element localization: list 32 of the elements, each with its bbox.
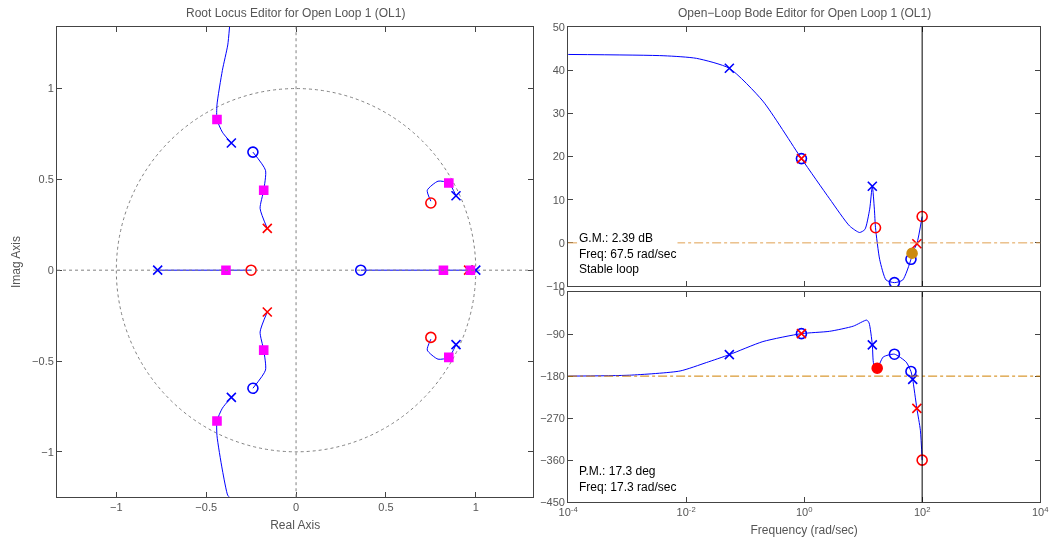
- y-tick-label: −0.5: [32, 354, 54, 367]
- y-tick-label: 10: [552, 193, 565, 206]
- x-tick-label: 10$^{4}$: [1031, 504, 1050, 519]
- chart-title: Root Locus Editor for Open Loop 1 (OL1): [186, 6, 406, 20]
- chart-title: Open−Loop Bode Editor for Open Loop 1 (OL1): [678, 6, 932, 20]
- x-tick-label: 10$^{-2}$: [676, 504, 696, 519]
- x-axis-title: Real Axis: [270, 518, 321, 533]
- x-tick-label: −0.5: [195, 501, 218, 514]
- y-tick-label: 1: [47, 82, 54, 95]
- y-axis-title: Imag Axis: [9, 236, 24, 289]
- x-tick-label: 10$^{0}$: [795, 504, 813, 519]
- y-tick-label: 30: [552, 107, 565, 120]
- x-tick-label: 0: [292, 501, 300, 514]
- y-tick-label: 50: [552, 20, 565, 33]
- x-axis-title: Frequency (rad/sec): [750, 523, 858, 538]
- y-tick-label: −270: [540, 411, 565, 424]
- y-tick-label: 20: [552, 150, 565, 163]
- y-tick-label: −180: [540, 369, 565, 382]
- y-tick-label: 0.5: [38, 173, 54, 186]
- y-tick-label: 0: [558, 236, 565, 249]
- x-tick-label: 0.5: [378, 501, 394, 514]
- y-tick-label: 0: [47, 264, 54, 277]
- y-tick-label: −1: [41, 445, 54, 458]
- y-tick-label: 40: [552, 63, 565, 76]
- y-tick-label: −360: [540, 453, 565, 466]
- y-tick-label: −90: [546, 327, 565, 340]
- y-tick-label: −450: [540, 496, 565, 508]
- x-tick-label: −1: [110, 501, 123, 514]
- annotation: G.M.: 2.39 dB Freq: 67.5 rad/sec Stable loop: [579, 231, 677, 277]
- x-tick-label: 10$^{2}$: [913, 504, 931, 519]
- x-tick-label: 1: [472, 501, 479, 514]
- annotation: P.M.: 17.3 deg Freq: 17.3 rad/sec: [579, 464, 677, 494]
